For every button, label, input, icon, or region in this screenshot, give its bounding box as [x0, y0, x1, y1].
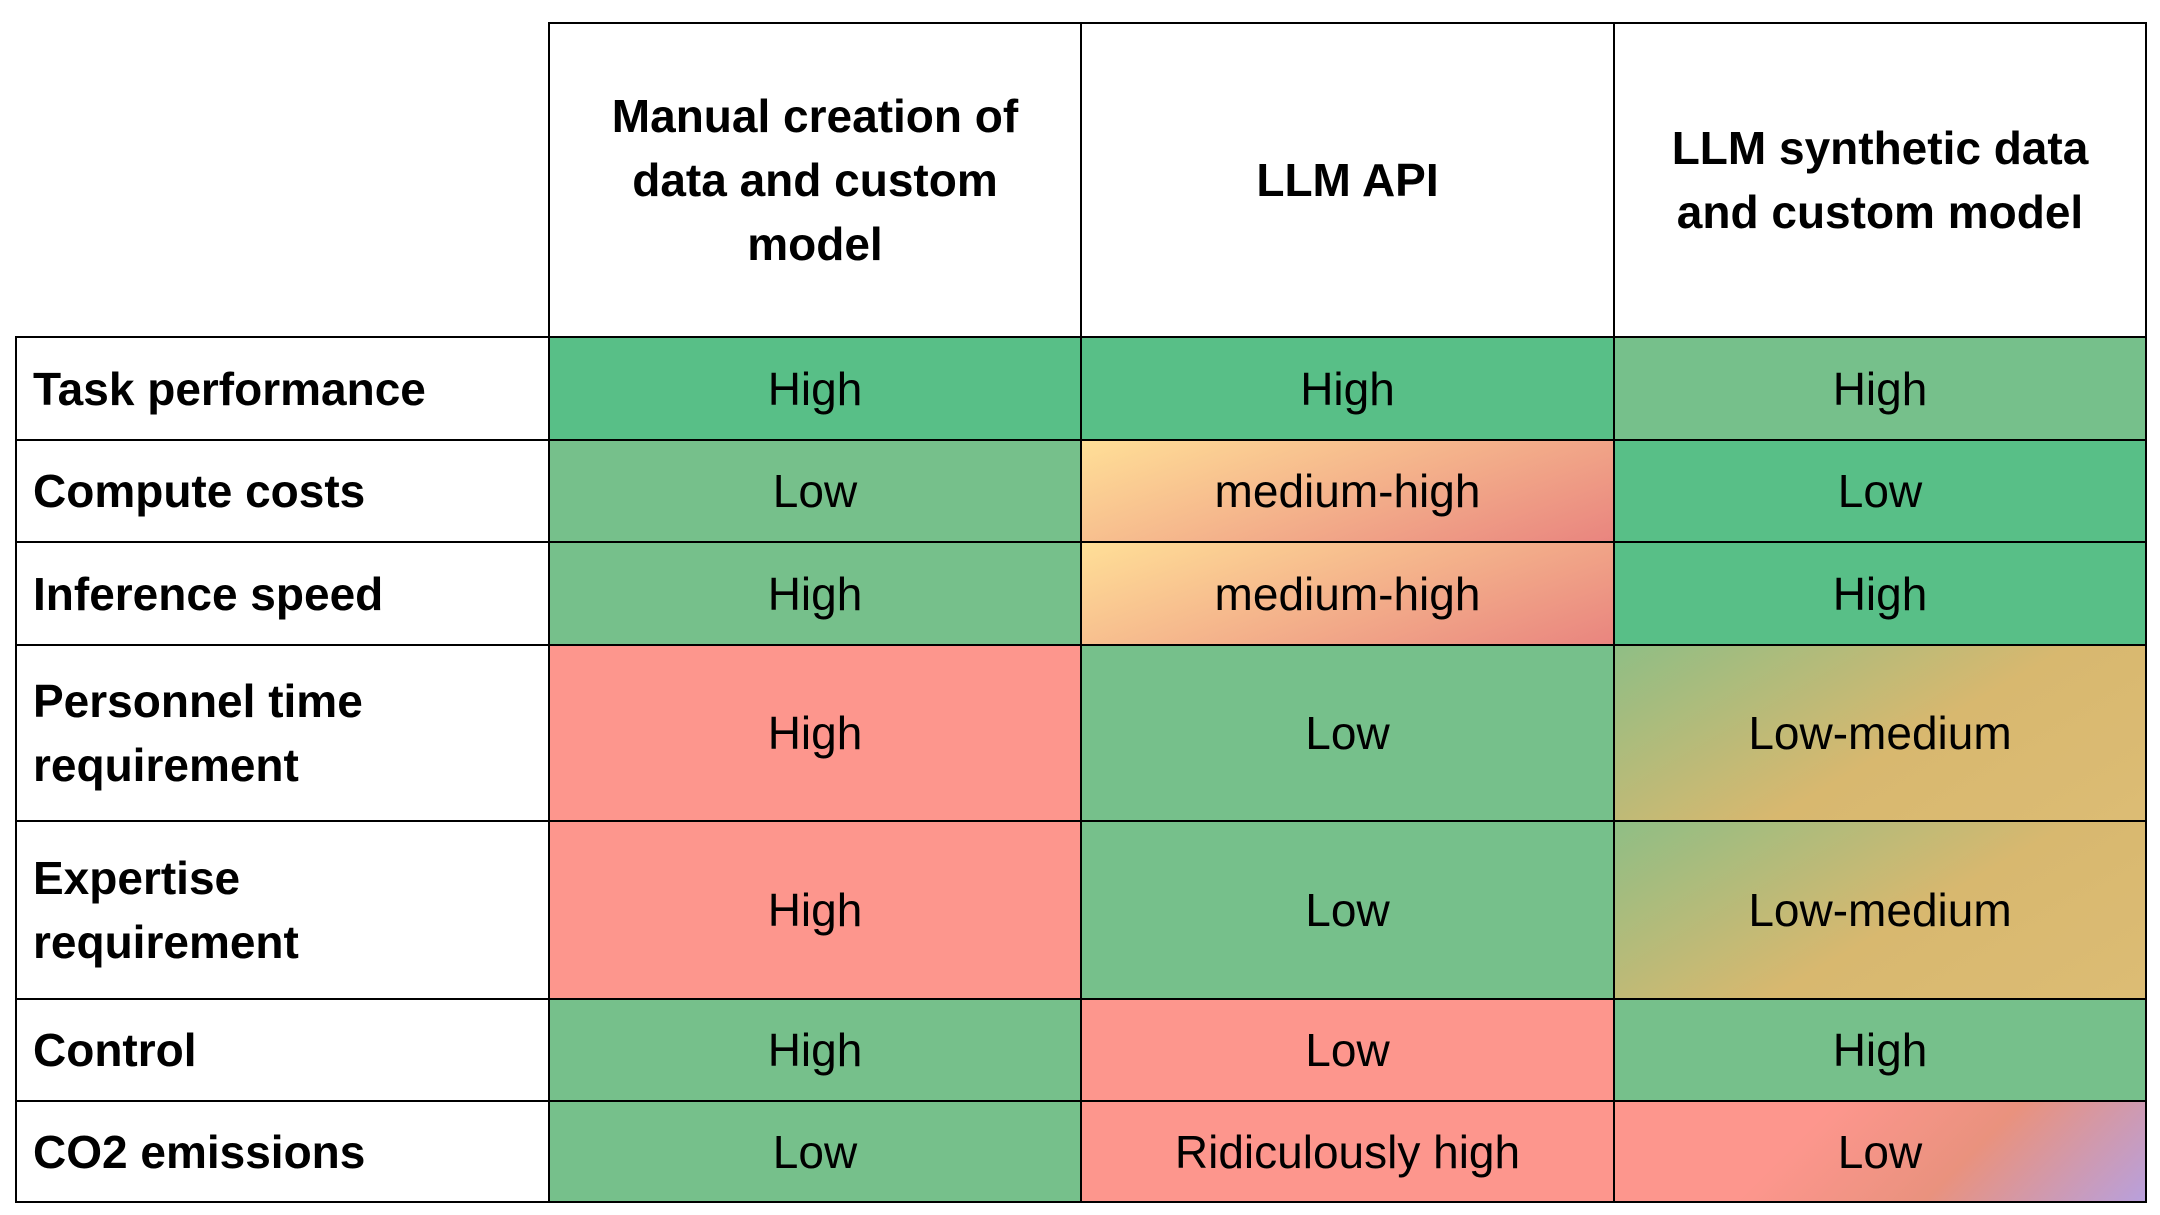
- row-label-compute-costs: Compute costs: [15, 439, 551, 543]
- cell-value: High: [1300, 362, 1395, 415]
- cell-task-performance-manual-creation: High: [548, 336, 1082, 441]
- cell-value: Low: [1837, 465, 1923, 517]
- cell-value: High: [767, 1024, 863, 1076]
- column-header-label: LLM API: [1256, 154, 1439, 206]
- cell-personnel-time-requirement-llm-synthetic: Low-medium: [1613, 644, 2147, 822]
- cell-value: Low: [1305, 707, 1390, 759]
- row-label-text: Compute costs: [33, 465, 366, 517]
- cell-control-llm-api: Low: [1080, 998, 1615, 1102]
- row-label-co2-emissions: CO2 emissions: [15, 1100, 551, 1203]
- header-manual-creation: Manual creation of data and custom model: [548, 22, 1082, 338]
- cell-value: High: [767, 707, 863, 759]
- cell-compute-costs-llm-api: medium-high: [1080, 439, 1615, 543]
- cell-co2-emissions-llm-api: Ridiculously high: [1080, 1100, 1615, 1203]
- cell-inference-speed-manual-creation: High: [548, 541, 1082, 646]
- row-label-text: Inference speed: [33, 567, 384, 620]
- cell-value: High: [1832, 567, 1928, 620]
- cell-expertise-requirement-manual-creation: High: [548, 820, 1082, 1000]
- row-label-personnel-time-requirement: Personnel time requirement: [15, 644, 551, 822]
- cell-value: Low-medium: [1748, 707, 2012, 759]
- column-header-label: Manual creation of data and custom model: [611, 90, 1019, 270]
- cell-value: Low: [1305, 1024, 1390, 1076]
- cell-inference-speed-llm-synthetic: High: [1613, 541, 2147, 646]
- cell-value: Low-medium: [1748, 884, 2012, 936]
- cell-task-performance-llm-synthetic: High: [1613, 336, 2147, 441]
- row-label-expertise-requirement: Expertise requirement: [15, 820, 551, 1000]
- cell-value: Low: [1837, 1125, 1923, 1178]
- cell-value: High: [1832, 1024, 1928, 1076]
- header-llm-synthetic: LLM synthetic data and custom model: [1613, 22, 2147, 338]
- cell-value: Ridiculously high: [1174, 1125, 1521, 1178]
- header-llm-api: LLM API: [1080, 22, 1615, 338]
- cell-value: medium-high: [1214, 567, 1481, 620]
- cell-value: Low: [772, 1125, 858, 1178]
- row-label-text: CO2 emissions: [33, 1125, 366, 1178]
- cell-value: High: [1832, 362, 1928, 415]
- cell-control-manual-creation: High: [548, 998, 1082, 1102]
- cell-value: medium-high: [1214, 465, 1481, 517]
- cell-task-performance-llm-api: High: [1080, 336, 1615, 441]
- cell-personnel-time-requirement-manual-creation: High: [548, 644, 1082, 822]
- cell-compute-costs-llm-synthetic: Low: [1613, 439, 2147, 543]
- row-label-control: Control: [15, 998, 551, 1102]
- column-header-label: LLM synthetic data and custom model: [1671, 122, 2089, 238]
- cell-expertise-requirement-llm-api: Low: [1080, 820, 1615, 1000]
- row-label-text: Expertise requirement: [33, 852, 299, 968]
- cell-compute-costs-manual-creation: Low: [548, 439, 1082, 543]
- cell-value: High: [767, 567, 863, 620]
- row-label-text: Control: [33, 1024, 197, 1076]
- cell-value: Low: [772, 465, 858, 517]
- cell-co2-emissions-llm-synthetic: Low: [1613, 1100, 2147, 1203]
- cell-value: Low: [1305, 884, 1390, 936]
- row-label-text: Personnel time requirement: [33, 675, 363, 791]
- cell-expertise-requirement-llm-synthetic: Low-medium: [1613, 820, 2147, 1000]
- row-label-task-performance: Task performance: [15, 336, 551, 441]
- cell-personnel-time-requirement-llm-api: Low: [1080, 644, 1615, 822]
- cell-value: High: [767, 884, 863, 936]
- cell-inference-speed-llm-api: medium-high: [1080, 541, 1615, 646]
- cell-control-llm-synthetic: High: [1613, 998, 2147, 1102]
- row-label-text: Task performance: [33, 362, 426, 415]
- cell-co2-emissions-manual-creation: Low: [548, 1100, 1082, 1203]
- row-label-inference-speed: Inference speed: [15, 541, 551, 646]
- cell-value: High: [767, 362, 863, 415]
